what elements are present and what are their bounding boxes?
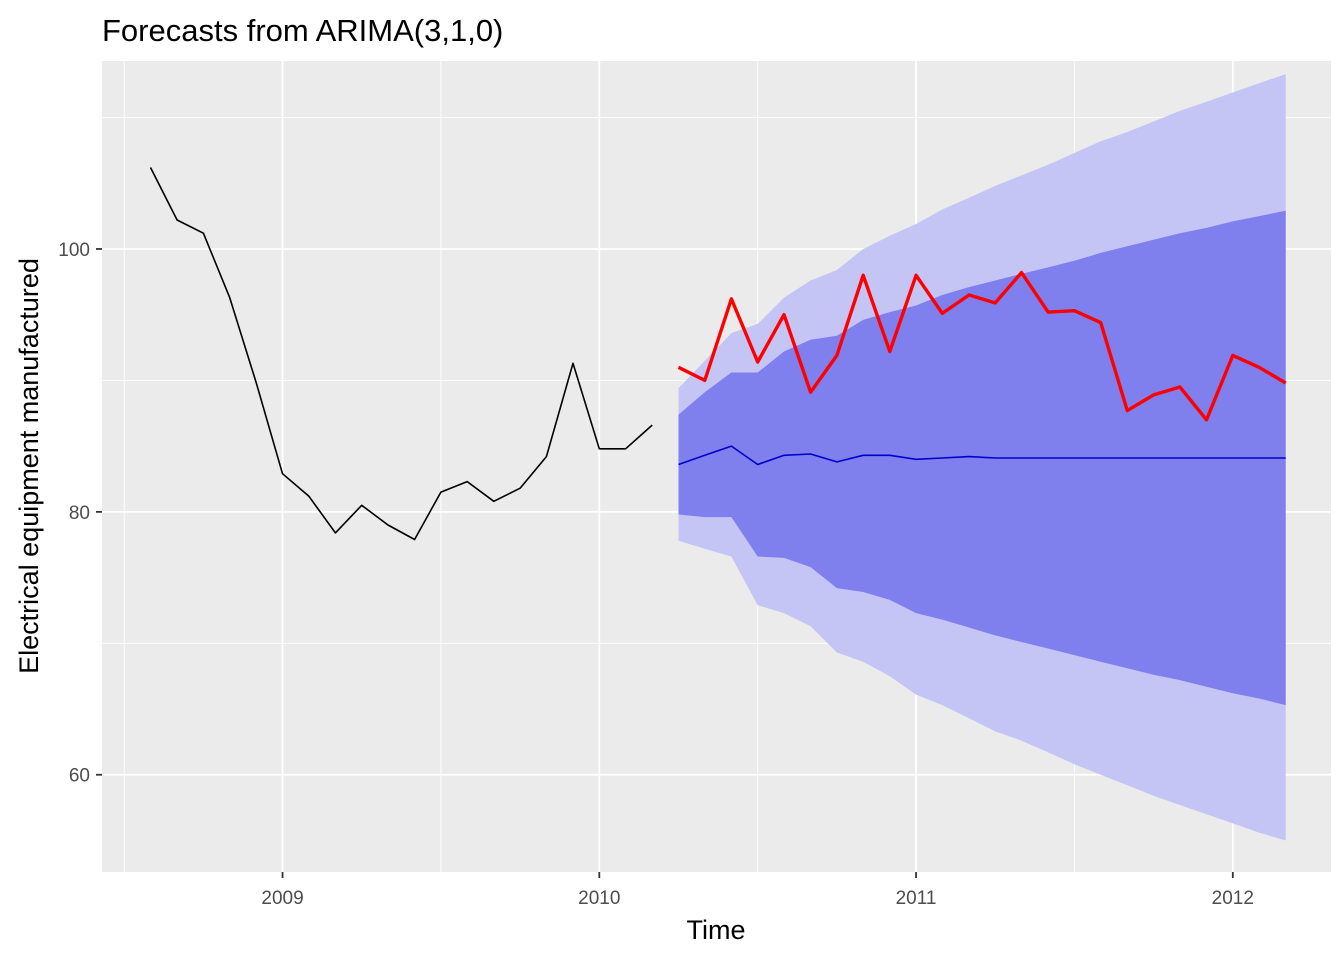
x-tick-label: 2012 [1212, 888, 1254, 909]
actual-line [677, 270, 1287, 422]
y-tick-label: 80 [69, 503, 90, 524]
history-line [149, 167, 653, 541]
x-axis-title: Time [687, 915, 746, 945]
axis-ticks [96, 248, 1234, 878]
x-tick-label: 2009 [261, 888, 303, 909]
forecast-mean-line [678, 445, 1286, 466]
x-tick-label: 2011 [896, 888, 937, 909]
axis-tick-labels: 2009 2010 2011 2012 60 80 100 [58, 240, 1254, 909]
y-tick-label: 60 [69, 766, 90, 787]
x-tick-label: 2010 [578, 888, 620, 909]
y-axis-title: Electrical equipment manufactured [14, 258, 44, 674]
chart-title: Forecasts from ARIMA(3,1,0) [102, 13, 503, 48]
series-lines [149, 167, 1287, 541]
y-tick-label: 100 [58, 240, 90, 261]
